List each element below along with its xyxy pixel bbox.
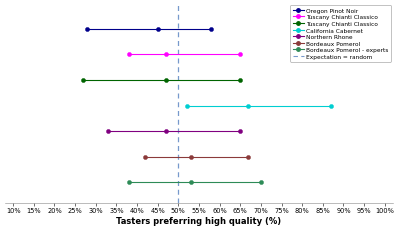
Legend: Oregon Pinot Noir, Tuscany Chianti Classico, Tuscany Chianti Classico, Californi: Oregon Pinot Noir, Tuscany Chianti Class… xyxy=(290,6,391,62)
X-axis label: Tasters preferring high quality (%): Tasters preferring high quality (%) xyxy=(116,216,282,225)
